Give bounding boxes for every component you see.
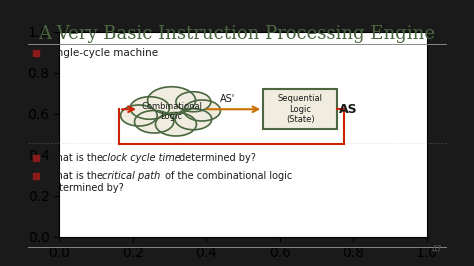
- Text: clock cycle time: clock cycle time: [102, 153, 181, 163]
- Text: determined by?: determined by?: [176, 153, 256, 163]
- Circle shape: [184, 100, 220, 121]
- Circle shape: [130, 97, 169, 119]
- Text: What is the: What is the: [47, 153, 107, 163]
- Text: of the combinational logic: of the combinational logic: [162, 171, 292, 181]
- Text: What is the: What is the: [47, 171, 107, 181]
- Text: Combinational
Logic: Combinational Logic: [141, 102, 202, 122]
- Circle shape: [147, 87, 196, 114]
- Text: 47: 47: [431, 245, 442, 254]
- Text: Single-cycle machine: Single-cycle machine: [47, 48, 158, 58]
- Text: Sequential
Logic
(State): Sequential Logic (State): [278, 94, 323, 124]
- FancyBboxPatch shape: [263, 89, 337, 129]
- Text: determined by?: determined by?: [47, 183, 124, 193]
- Text: AS': AS': [220, 94, 235, 104]
- Circle shape: [155, 113, 196, 136]
- Text: A Very Basic Instruction Processing Engine: A Very Basic Instruction Processing Engi…: [38, 26, 436, 43]
- Circle shape: [120, 105, 157, 126]
- Text: critical path: critical path: [102, 171, 161, 181]
- Text: AS: AS: [339, 103, 357, 116]
- Circle shape: [135, 110, 174, 133]
- Circle shape: [175, 109, 212, 130]
- Circle shape: [176, 92, 211, 112]
